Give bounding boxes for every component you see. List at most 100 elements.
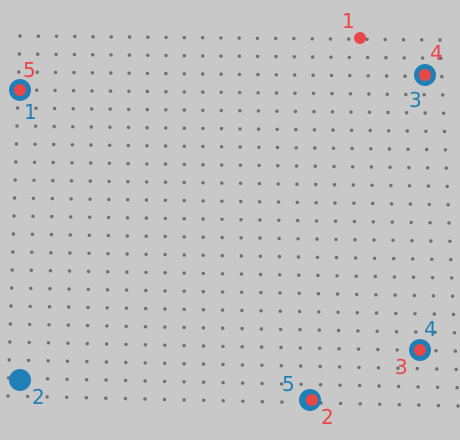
grid-dot (312, 109, 316, 114)
grid-dot (396, 384, 401, 389)
grid-dot (240, 363, 245, 367)
grid-dot (387, 147, 392, 151)
grid-dot (201, 326, 206, 330)
grid-dot (90, 107, 94, 111)
grid-dot (351, 165, 355, 169)
grid-dot (14, 142, 19, 146)
grid-dot (86, 287, 91, 292)
grid-dot (182, 198, 186, 203)
grid-dot (84, 396, 89, 400)
grid-dot (277, 218, 281, 222)
grid-dot (435, 385, 440, 389)
grid-dot (274, 54, 278, 59)
grid-dot (45, 377, 50, 381)
grid-dot (316, 273, 320, 278)
grid-dot (35, 70, 39, 74)
grid-dot (143, 379, 147, 383)
grid-dot (349, 128, 354, 132)
grid-dot (125, 252, 129, 256)
grid-dot (31, 196, 36, 200)
blue-marker-4-label: 4 (424, 317, 437, 341)
grid-dot (424, 129, 428, 133)
grid-dot (221, 362, 225, 367)
grid-dot (13, 178, 17, 182)
grid-dot (238, 90, 242, 95)
grid-dot (36, 34, 40, 38)
grid-dot (391, 238, 395, 242)
grid-dot (274, 73, 278, 77)
grid-dot (257, 145, 261, 149)
grid-dot (14, 160, 18, 164)
grid-dot (299, 364, 303, 368)
grid-dot (258, 236, 262, 240)
grid-dot (201, 289, 205, 294)
grid-dot (313, 164, 317, 168)
grid-dot (239, 254, 243, 258)
grid-dot (86, 305, 90, 310)
grid-dot (108, 143, 112, 147)
grid-dot (383, 37, 387, 42)
grid-dot (335, 274, 339, 278)
grid-dot (182, 126, 186, 130)
grid-dot (276, 200, 281, 204)
grid-dot (239, 236, 243, 240)
grid-dot (450, 276, 454, 280)
grid-dot (384, 56, 388, 60)
grid-dot (368, 128, 372, 133)
grid-dot (240, 326, 244, 331)
grid-dot (338, 401, 343, 406)
grid-dot (47, 305, 52, 309)
grid-dot (292, 55, 296, 59)
grid-dot (11, 232, 16, 236)
red-marker-4-label: 4 (430, 41, 443, 65)
grid-dot (420, 38, 424, 42)
grid-dot (258, 218, 262, 222)
grid-dot (145, 89, 150, 94)
grid-dot (296, 255, 301, 259)
grid-dot (356, 329, 360, 333)
grid-dot (85, 341, 90, 346)
grid-dot (377, 384, 381, 388)
grid-dot (72, 52, 77, 57)
grid-dot (182, 90, 186, 94)
grid-dot (276, 182, 280, 186)
grid-dot (49, 232, 54, 237)
grid-dot (395, 348, 399, 352)
grid-dot (143, 343, 148, 347)
grid-dot (91, 53, 95, 57)
grid-dot (182, 362, 186, 366)
grid-dot (88, 197, 92, 201)
grid-dot (449, 257, 453, 262)
grid-dot (452, 331, 457, 335)
grid-dot (445, 184, 449, 189)
grid-dot (378, 402, 382, 406)
grid-dot (127, 89, 131, 94)
grid-dot (201, 362, 206, 366)
grid-dot (201, 144, 205, 149)
grid-dot (144, 252, 148, 256)
grid-dot (72, 70, 76, 75)
grid-dot (366, 74, 370, 78)
grid-dot (201, 344, 206, 348)
grid-dot (256, 72, 260, 77)
grid-dot (314, 219, 319, 223)
grid-dot (239, 272, 244, 276)
grid-dot (429, 239, 433, 243)
grid-dot (337, 365, 342, 369)
grid-dot (127, 35, 132, 39)
grid-dot (347, 37, 351, 41)
grid-dot (201, 199, 205, 203)
grid-dot (144, 216, 149, 220)
red-marker-1-label: 1 (342, 9, 355, 33)
grid-dot (163, 198, 168, 202)
grid-dot (182, 343, 186, 348)
grid-dot (337, 347, 341, 351)
grid-dot (201, 163, 205, 167)
grid-dot (384, 74, 389, 78)
grid-dot (239, 199, 243, 204)
grid-dot (258, 254, 263, 258)
grid-dot (220, 272, 225, 276)
grid-dot (294, 127, 298, 132)
grid-dot (314, 182, 318, 187)
grid-dot (36, 52, 40, 56)
